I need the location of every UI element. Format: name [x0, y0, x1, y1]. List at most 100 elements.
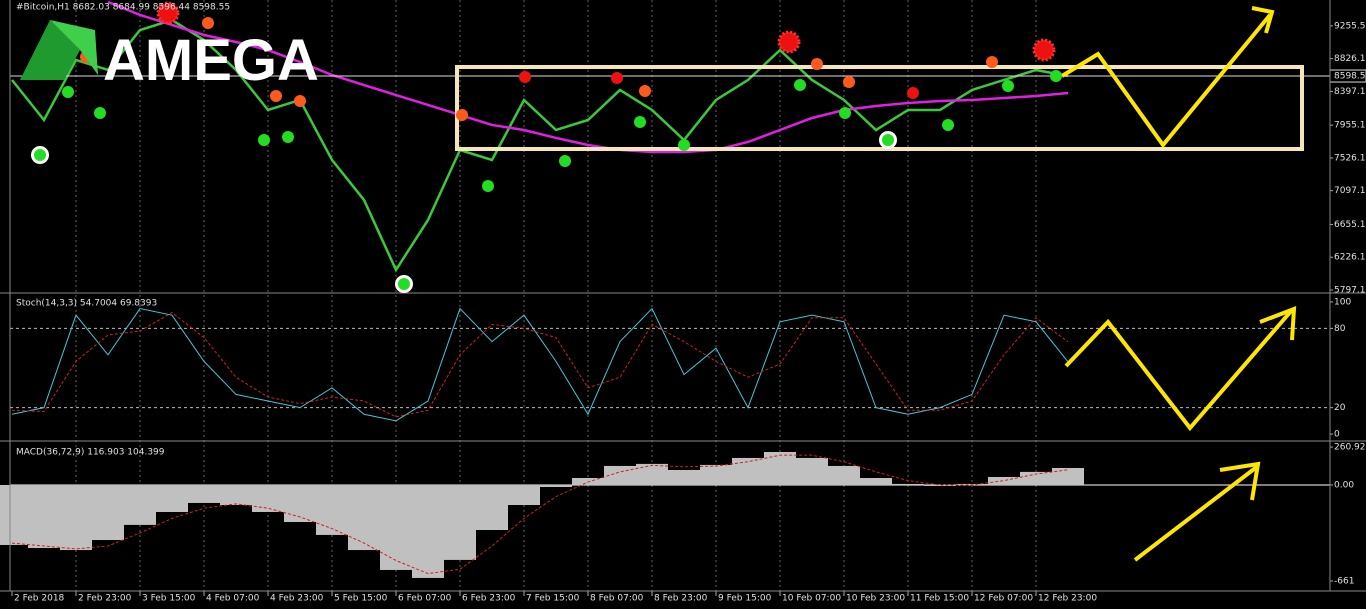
y-tick-label: 8397.10	[1334, 87, 1366, 97]
y-tick-label: 9255.55	[1334, 21, 1366, 31]
x-tick-label: 12 Feb 23:00	[1038, 594, 1097, 604]
logo-text: AMEGA	[103, 28, 319, 93]
y-tick-label: 7955.10	[1334, 121, 1366, 131]
signal-dot	[882, 134, 894, 146]
signal-dot	[94, 107, 106, 119]
x-tick-label: 10 Feb 23:00	[846, 594, 905, 604]
y-tick-label: 5797.10	[1334, 286, 1366, 296]
x-tick-label: 5 Feb 15:00	[334, 594, 388, 604]
y-tick-label: 6655.10	[1334, 220, 1366, 230]
macd-bar	[0, 484, 28, 545]
arrow-head	[1219, 461, 1261, 501]
macd-bar	[60, 484, 92, 551]
macd-bar	[380, 484, 412, 570]
annotations: AMEGA #Bitcoin,H1 8682.03 8684.99 8596.4…	[0, 0, 1366, 592]
series-line	[11, 311, 1069, 418]
macd-bar	[1020, 471, 1052, 485]
signal-dot	[482, 180, 494, 192]
macd-bar	[540, 484, 572, 488]
signal-dot	[270, 90, 282, 102]
chart-title: #Bitcoin,H1 8682.03 8684.99 8596.44 8598…	[16, 3, 230, 13]
y-tick-label: 20	[1334, 403, 1346, 413]
x-tick-label: 9 Feb 15:00	[718, 594, 772, 604]
signal-dot	[156, 1, 180, 25]
logo: AMEGA	[20, 20, 319, 93]
signal-dot	[794, 79, 806, 91]
panel-title: Stoch(14,3,3) 54.7004 69.8393	[16, 299, 157, 309]
macd-bar	[124, 484, 156, 525]
y-tick-label: 80	[1334, 324, 1346, 334]
signal-dot	[559, 155, 571, 167]
x-tick-label: 8 Feb 07:00	[590, 594, 644, 604]
macd-bar	[860, 477, 892, 485]
series-line	[11, 307, 1069, 422]
x-tick-label: 11 Feb 15:00	[910, 594, 969, 604]
macd-bar	[156, 484, 188, 512]
macd-bar	[508, 484, 540, 506]
macd-bar	[636, 463, 668, 485]
macd-bar	[572, 477, 604, 485]
signal-dot	[843, 76, 855, 88]
x-tick-label: 7 Feb 15:00	[526, 594, 580, 604]
series-line	[107, 0, 1069, 154]
x-tick-label: 8 Feb 23:00	[654, 594, 708, 604]
signal-dot	[1032, 38, 1056, 62]
macd-bar	[700, 464, 732, 485]
macd-bar	[956, 483, 988, 485]
panel-title: MACD(36,72,9) 116.903 104.399	[16, 448, 165, 458]
macd-bar	[668, 470, 700, 485]
y-tick-label: 0	[1334, 430, 1340, 440]
x-tick-label: 6 Feb 23:00	[462, 594, 516, 604]
macd-bar	[476, 484, 508, 531]
arrow-head	[1259, 306, 1297, 341]
macd-bar	[924, 484, 956, 486]
logo-mark	[50, 20, 98, 75]
last-price-label: 8598.55	[1334, 72, 1366, 82]
signal-dot	[634, 116, 646, 128]
y-tick-label: 0.00	[1334, 480, 1354, 490]
signal-dot	[62, 86, 74, 98]
signal-dot	[202, 17, 214, 29]
x-tick-label: 4 Feb 07:00	[206, 594, 260, 604]
macd-bar	[764, 451, 796, 485]
signal-dot	[839, 107, 851, 119]
macd-bar	[444, 484, 476, 560]
signal-dot	[639, 85, 651, 97]
forecast-arrow	[1064, 308, 1294, 432]
signal-dot	[907, 87, 919, 99]
range-box	[455, 65, 1304, 151]
y-tick-label: 8826.10	[1334, 54, 1366, 64]
macd-bar	[220, 484, 252, 506]
x-tick-label: 2 Feb 23:00	[78, 594, 132, 604]
x-tick-label: 10 Feb 07:00	[782, 594, 841, 604]
signal-dot	[1002, 80, 1014, 92]
signal-dots	[31, 1, 1062, 293]
macd-bar	[828, 465, 860, 485]
x-tick-label: 3 Feb 15:00	[142, 594, 196, 604]
signal-dot	[777, 30, 801, 54]
macd-bar	[892, 483, 924, 485]
macd-bar	[252, 484, 284, 512]
arrow-head	[1251, 6, 1275, 34]
signal-dot	[1050, 70, 1062, 82]
x-tick-label: 2 Feb 2018	[14, 594, 65, 604]
signal-dot	[986, 56, 998, 68]
macd-bar	[412, 484, 444, 578]
forecast-arrow	[1060, 13, 1272, 149]
signal-dot	[398, 278, 410, 290]
macd-bar	[732, 457, 764, 485]
signal-dot	[456, 109, 468, 121]
signal-dot	[811, 58, 823, 70]
macd-bar	[28, 484, 60, 549]
forecast-arrow	[1133, 464, 1260, 562]
signal-dot	[519, 71, 531, 83]
signal-dot	[34, 149, 46, 161]
macd-bar	[348, 484, 380, 551]
signal-dot	[678, 139, 690, 151]
macd-bar	[284, 484, 316, 523]
y-tick-label: -661	[1334, 576, 1354, 586]
x-tick-label: 6 Feb 07:00	[398, 594, 452, 604]
signal-dot	[282, 131, 294, 143]
macd-bar	[92, 484, 124, 541]
